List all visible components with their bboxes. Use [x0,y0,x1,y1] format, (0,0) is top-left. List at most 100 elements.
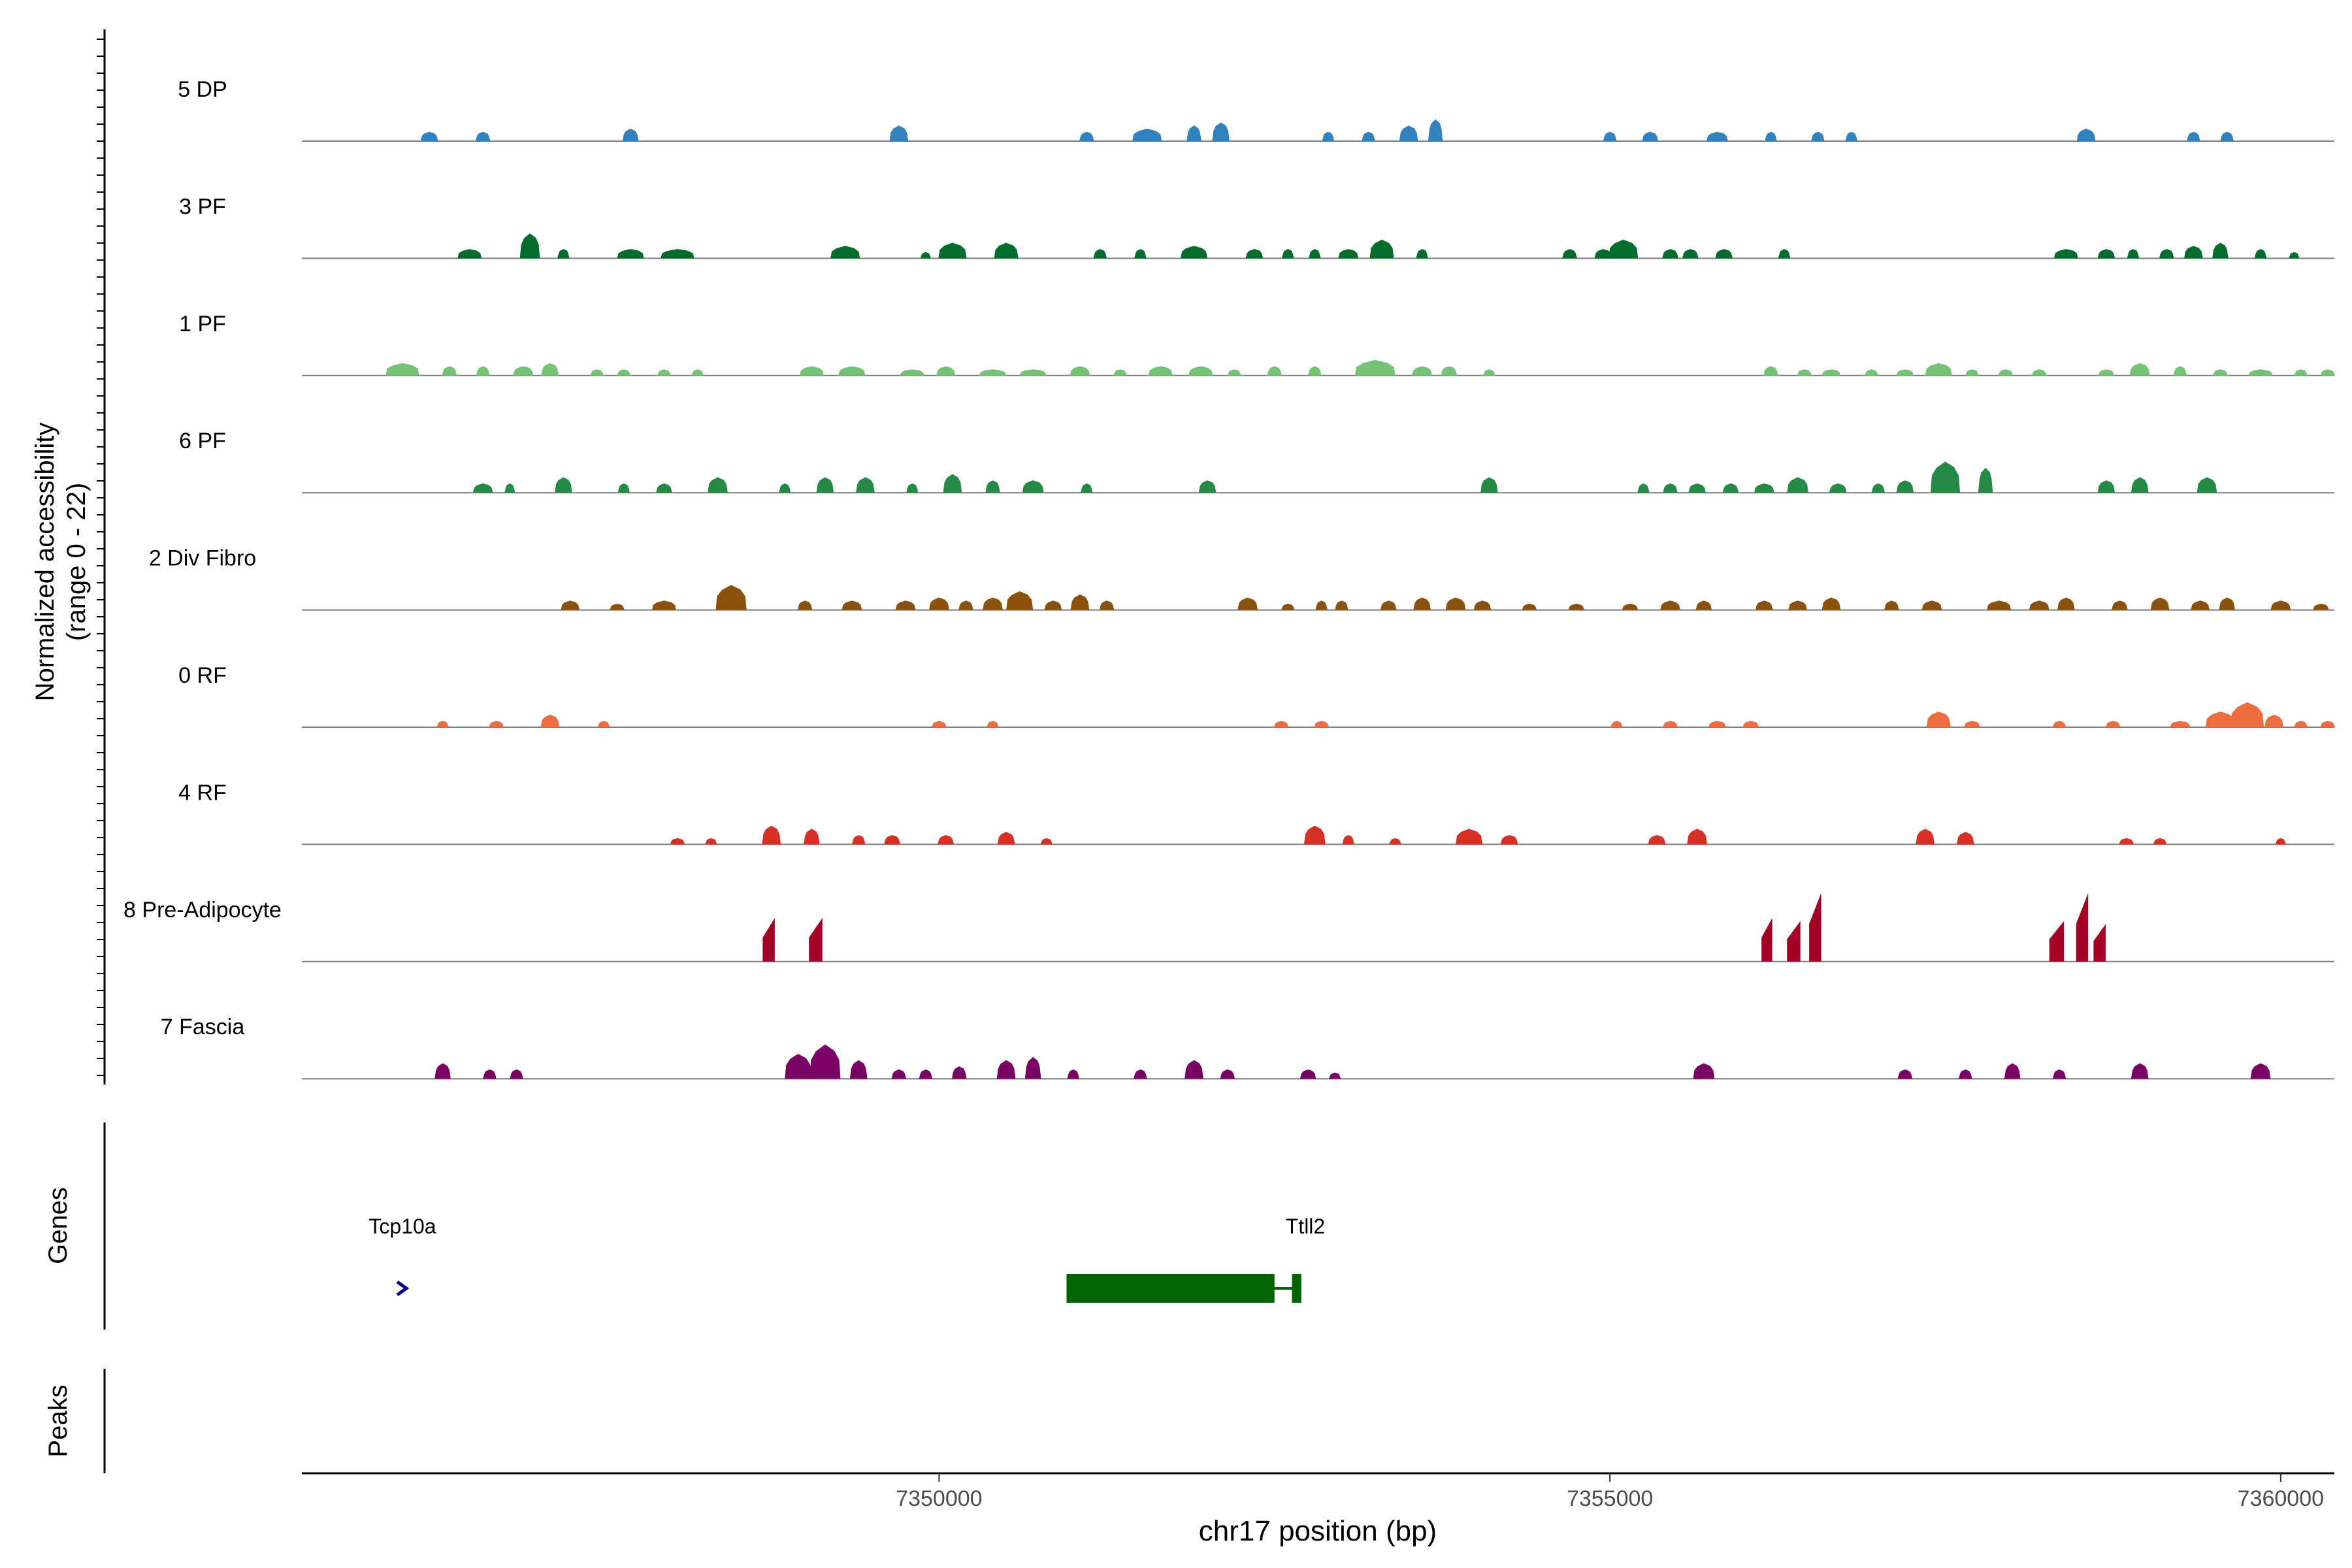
coverage-peak [2112,600,2128,610]
coverage-peak [2052,1069,2066,1079]
coverage-peak [1303,825,1326,845]
coverage-peak [1797,369,1812,376]
track-1: 3 PF [179,194,2334,259]
coverage-peak [1267,366,1282,376]
gene-exon [1292,1274,1301,1303]
track-label: 3 PF [179,194,226,219]
coverage-peak [1811,131,1825,141]
coverage-peak [2320,721,2336,727]
coverage-peak [1006,591,1034,610]
coverage-peak [841,600,862,610]
track-7: 8 Pre-Adipocyte [123,892,2334,962]
coverage-peak [2294,721,2308,727]
coverage-peak [1040,838,1053,845]
coverage-peak [1428,119,1443,141]
coverage-peak [920,252,932,259]
coverage-peak [1500,835,1518,845]
coverage-peak [1070,366,1090,376]
coverage-peak [1245,249,1264,259]
coverage-peak [979,369,1007,376]
coverage-peak [1362,131,1375,141]
coverage-peak [1441,366,1458,376]
coverage-peak [617,249,644,259]
coverage-peak [2264,714,2283,727]
coverage-peak [1308,366,1322,376]
coverage-peak [2173,366,2187,376]
track-5: 0 RF [178,663,2336,728]
coverage-peak [1663,721,1678,727]
coverage-peak [1473,600,1492,610]
gene-exon [1066,1274,1275,1303]
coverage-peak [513,366,534,376]
coverage-peak [610,604,625,610]
coverage-peak [1708,721,1726,727]
coverage-peak [951,1066,967,1079]
coverage-peak [2076,892,2089,962]
coverage-peak [1212,122,1230,141]
coverage-peak [1884,600,1899,610]
coverage-peak [1335,600,1348,610]
track-label: 6 PF [179,429,226,453]
coverage-peak [1930,461,1961,493]
coverage-peak [2289,252,2300,259]
coverage-peak [651,600,676,610]
coverage-peak [541,363,559,376]
coverage-peak [1965,369,1979,376]
coverage-peak [838,366,866,376]
coverage-peak [1687,828,1708,845]
coverage-peak [1389,838,1401,845]
coverage-peak [816,477,834,493]
coverage-peak [895,600,916,610]
coverage-peak [2053,249,2078,259]
track-label: 5 DP [178,77,227,102]
coverage-peak [932,721,947,727]
gene-ttll2: Ttll2 [1066,1215,1325,1303]
coverage-peak [622,128,639,141]
coverage-peak [1761,917,1772,962]
coverage-peak [1896,369,1914,376]
coverage-peak [715,585,747,610]
track-label: 0 RF [178,663,227,688]
track-label: 4 RF [178,780,227,805]
coverage-peak [1763,366,1778,376]
coverage-peak [1483,369,1495,376]
coverage-peak [705,838,717,845]
coverage-peak [597,721,610,727]
coverage-peak [1198,480,1217,493]
coverage-peak [1865,369,1878,376]
coverage-peak [1148,366,1173,376]
y-axis-title-line2: (range 0 - 22) [62,483,91,641]
coverage-peak [2248,369,2273,376]
coverage-peak [657,369,671,376]
coverage-peak [1019,369,1047,376]
coverage-peak [1134,249,1147,259]
coverage-peak [996,1060,1016,1079]
coverage-peak [1642,131,1659,141]
coverage-peak [809,917,823,962]
coverage-peak [1184,1060,1203,1079]
gene-annotations: Tcp10a Ttll2 [368,1215,1325,1303]
coverage-peak [561,600,580,610]
coverage-peak [436,721,449,727]
coverage-peak [1342,835,1354,845]
coverage-peak [943,474,962,493]
coverage-peak [1188,366,1213,376]
x-axis-title: chr17 position (bp) [1199,1515,1437,1547]
coverage-peak [1648,835,1666,845]
coverage-peak [2212,242,2229,259]
coverage-peak [1660,600,1680,610]
coverage-peak [2213,369,2228,376]
coverage-peak [797,600,813,610]
coverage-peak [1896,480,1914,493]
coverage-peak [2250,1063,2271,1079]
coverage-peak [2004,1063,2021,1079]
coverage-peak [1299,1069,1316,1079]
coverage-peak [799,366,824,376]
coverage-peak [504,483,515,493]
coverage-peak [1821,597,1841,610]
coverage-peak [1897,1069,1913,1079]
coverage-peak [1722,483,1739,493]
coverage-peak [1181,246,1208,259]
coverage-peak [555,477,572,493]
coverage-peak [2119,838,2134,845]
